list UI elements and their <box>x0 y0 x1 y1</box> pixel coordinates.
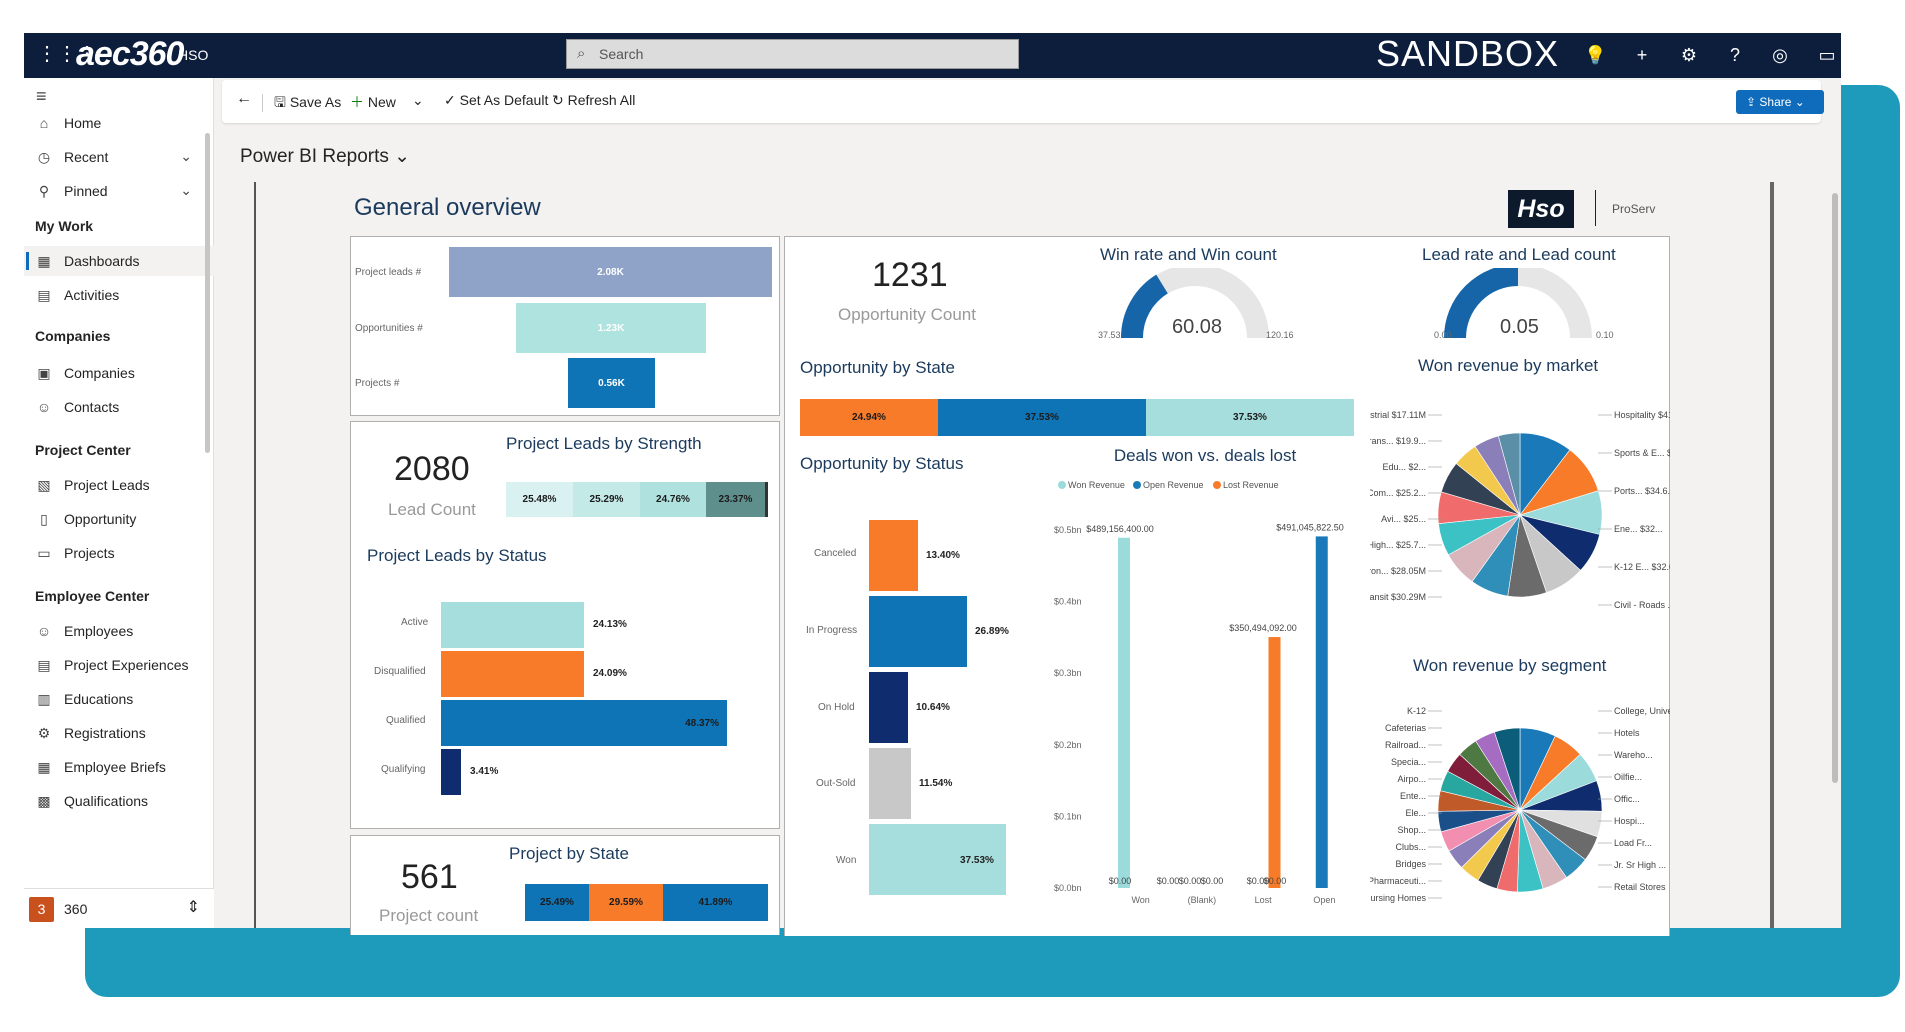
sidebar-item-label: Dashboards <box>64 253 140 269</box>
person-icon: ☺ <box>36 623 52 639</box>
environment-label: SANDBOX <box>1376 33 1560 74</box>
command-bar: ← 🖫 Save As ＋ New ⌄ ✓ Set As Default ↻ R… <box>222 80 1824 123</box>
share-label: Share <box>1759 95 1792 109</box>
chat-icon[interactable]: ▭ <box>1818 45 1836 65</box>
sidebar-item-label: Registrations <box>64 725 146 741</box>
sidebar-item-label: Project Experiences <box>64 657 189 673</box>
section-companies: Companies <box>35 328 111 344</box>
sidebar-item-activities[interactable]: ▤ Activities <box>24 280 214 310</box>
brief-icon: ▦ <box>37 758 51 775</box>
new-button[interactable]: ＋ New <box>350 92 396 112</box>
share-icon: ⇪ <box>1746 95 1760 109</box>
sidebar-item-label: Educations <box>64 691 134 707</box>
sidebar-item-projects[interactable]: ▭ Projects <box>24 538 214 568</box>
sidebar-item-employees[interactable]: ☺ Employees <box>24 616 214 646</box>
plus-icon[interactable]: + <box>1636 45 1648 65</box>
briefcase-icon: ▭ <box>37 544 51 561</box>
sidebar-item-label: Employees <box>64 623 134 639</box>
sidebar-item-label: Recent <box>64 149 109 165</box>
search-input[interactable]: ⌕ Search <box>566 39 1019 69</box>
sidebar-item-label: Contacts <box>64 399 120 415</box>
building-icon: ▣ <box>37 364 51 381</box>
sidebar-scrollbar[interactable] <box>205 133 210 453</box>
settings-icon[interactable]: ⚙ <box>1680 45 1698 65</box>
save-as-label: Save As <box>289 94 342 110</box>
chevron-down-icon[interactable]: ⌄ <box>180 148 192 164</box>
app-launcher-icon[interactable]: ⋮⋮⋮ <box>37 43 97 65</box>
report-scrollbar[interactable] <box>1832 193 1838 783</box>
area-badge: 3 <box>29 897 54 922</box>
sidebar-item-label: Employee Briefs <box>64 759 166 775</box>
org-name: HSO <box>178 47 209 63</box>
section-my-work: My Work <box>35 218 94 234</box>
clipboard-icon: ▤ <box>37 286 51 303</box>
sidebar: ≡ ⌂ Home ◷ Recent ⌄ ⚲ Pinned ⌄ My Work ▦ Dashb… <box>24 78 214 928</box>
sidebar-item-label: Project Leads <box>64 477 150 493</box>
save-as-button[interactable]: 🖫 Save As <box>274 92 341 116</box>
save-icon: 🖫 <box>274 94 290 110</box>
sidebar-item-pinned[interactable]: ⚲ Pinned ⌄ <box>24 176 214 206</box>
person-icon: ☺ <box>36 399 52 415</box>
sidebar-item-label: Pinned <box>64 183 108 199</box>
area-name: 360 <box>64 901 88 917</box>
sidebar-item-qualifications[interactable]: ▩ Qualifications <box>24 786 214 816</box>
document-icon: ▤ <box>37 656 51 673</box>
section-employee-center: Employee Center <box>35 588 150 604</box>
sidebar-item-contacts[interactable]: ☺ Contacts <box>24 392 214 422</box>
dashboard-icon: ▦ <box>37 252 51 269</box>
sidebar-item-registrations[interactable]: ⚙ Registrations <box>24 718 214 748</box>
sidebar-item-employee-briefs[interactable]: ▦ Employee Briefs <box>24 752 214 782</box>
opportunity-icon: ▯ <box>40 510 48 527</box>
certificate-icon: ▩ <box>37 792 51 809</box>
clock-icon: ◷ <box>37 148 51 165</box>
divider <box>262 94 263 112</box>
refresh-label: Refresh All <box>567 92 636 108</box>
sidebar-item-educations[interactable]: ▥ Educations <box>24 684 214 714</box>
sidebar-item-project-leads[interactable]: ▧ Project Leads <box>24 470 214 500</box>
sidebar-item-label: Activities <box>64 287 120 303</box>
sidebar-item-project-experiences[interactable]: ▤ Project Experiences <box>24 650 214 680</box>
check-icon: ✓ <box>444 92 460 108</box>
pin-icon: ⚲ <box>38 182 50 199</box>
back-icon[interactable]: ← <box>236 90 252 107</box>
sidebar-item-opportunity[interactable]: ▯ Opportunity <box>24 504 214 534</box>
page-title-text: Power BI Reports <box>240 146 389 167</box>
search-placeholder: Search <box>599 46 644 62</box>
refresh-icon: ↻ <box>552 92 568 108</box>
book-icon: ▥ <box>37 690 51 707</box>
share-button[interactable]: ⇪ Share ⌄ <box>1736 90 1824 114</box>
top-bar: ⋮⋮⋮ aec360 HSO ⌕ Search SANDBOX 💡 + ⚙ ? … <box>24 33 1841 78</box>
home-icon: ⌂ <box>39 115 49 131</box>
app-window: ⋮⋮⋮ aec360 HSO ⌕ Search SANDBOX 💡 + ⚙ ? … <box>24 33 1841 928</box>
refresh-all-button[interactable]: ↻ Refresh All <box>552 92 635 109</box>
brand-logo: aec360 <box>76 35 184 73</box>
chevron-updown-icon[interactable]: ⇕ <box>186 899 200 916</box>
sidebar-item-label: Opportunity <box>64 511 137 527</box>
sidebar-item-dashboards[interactable]: ▦ Dashboards <box>24 246 214 276</box>
set-default-button[interactable]: ✓ Set As Default <box>444 92 548 109</box>
gear-icon: ⚙ <box>37 724 51 741</box>
sidebar-item-recent[interactable]: ◷ Recent ⌄ <box>24 142 214 172</box>
sidebar-item-companies[interactable]: ▣ Companies <box>24 358 214 388</box>
sidebar-item-label: Qualifications <box>64 793 149 809</box>
hamburger-icon[interactable]: ≡ <box>36 86 47 106</box>
set-default-label: Set As Default <box>459 92 549 108</box>
new-label: New <box>367 94 396 110</box>
sidebar-item-label: Projects <box>64 545 115 561</box>
sidebar-item-label: Companies <box>64 365 135 381</box>
sidebar-item-label: Home <box>64 115 102 131</box>
lightbulb-icon[interactable]: 💡 <box>1584 45 1607 65</box>
help-icon[interactable]: ? <box>1729 45 1740 65</box>
new-dropdown-chevron-icon[interactable]: ⌄ <box>412 92 424 108</box>
sidebar-item-home[interactable]: ⌂ Home <box>24 108 214 138</box>
leads-icon: ▧ <box>37 476 51 493</box>
section-project-center: Project Center <box>35 442 131 458</box>
plus-icon: ＋ <box>350 94 368 110</box>
page-title[interactable]: Power BI Reports ⌄ <box>240 146 411 167</box>
copilot-icon[interactable]: ◎ <box>1772 45 1788 65</box>
area-switcher[interactable]: 3 360 ⇕ <box>24 888 214 928</box>
search-icon: ⌕ <box>577 45 586 62</box>
chevron-down-icon[interactable]: ⌄ <box>180 182 192 198</box>
